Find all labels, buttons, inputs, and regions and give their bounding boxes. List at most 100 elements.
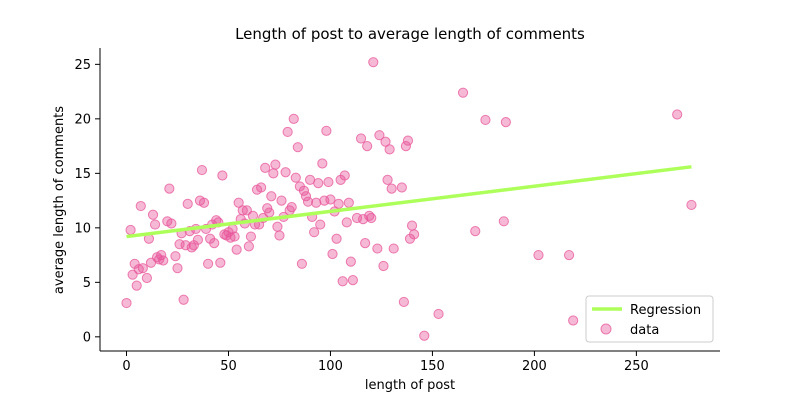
x-tick-label: 250 <box>624 359 649 374</box>
data-point <box>500 117 511 128</box>
data-point <box>351 212 363 224</box>
data-point <box>311 197 322 208</box>
data-point <box>325 194 336 205</box>
data-point <box>286 202 297 213</box>
data-point <box>360 237 371 249</box>
data-point <box>170 251 181 262</box>
data-point <box>125 224 136 236</box>
data-point <box>568 315 579 326</box>
data-point <box>268 168 279 179</box>
data-point <box>327 248 338 260</box>
data-point <box>686 199 697 211</box>
data-point <box>313 178 324 189</box>
data-point <box>209 237 220 249</box>
data-point <box>260 162 271 173</box>
data-point <box>270 159 281 170</box>
data-point <box>298 185 310 196</box>
data-point <box>266 191 277 202</box>
y-tick-label: 25 <box>74 58 91 73</box>
data-point <box>386 183 397 194</box>
y-tick-label: 20 <box>74 112 91 127</box>
data-point <box>290 172 301 183</box>
data-point <box>321 125 332 136</box>
y-tick-label: 15 <box>74 167 91 182</box>
data-point <box>231 244 242 255</box>
y-tick-label: 0 <box>83 330 91 345</box>
data-point <box>347 275 358 286</box>
data-point <box>172 263 183 274</box>
data-point <box>164 183 175 194</box>
data-point <box>323 176 334 188</box>
x-tick-label: 100 <box>318 359 343 374</box>
legend-regression-label: Regression <box>630 303 701 318</box>
legend-data-swatch <box>600 323 612 335</box>
data-point <box>398 296 409 308</box>
data-point <box>406 220 418 231</box>
data-point <box>343 197 354 208</box>
data-point <box>368 57 379 68</box>
data-point <box>362 140 373 152</box>
data-point <box>192 234 203 245</box>
data-point <box>672 109 683 120</box>
data-point <box>264 207 275 218</box>
data-point <box>282 126 293 138</box>
data-point <box>341 217 352 228</box>
data-point <box>178 294 189 305</box>
data-point <box>337 276 348 287</box>
data-point <box>480 114 491 126</box>
x-tick-label: 50 <box>220 359 237 374</box>
data-point <box>202 258 214 269</box>
data-point <box>149 219 161 230</box>
data-point <box>366 212 377 224</box>
data-point <box>292 142 303 153</box>
data-point <box>331 233 342 244</box>
data-point <box>296 258 308 269</box>
data-point <box>378 260 389 272</box>
x-tick-label: 200 <box>522 359 547 374</box>
x-axis-label: length of post <box>365 378 455 393</box>
data-point <box>302 196 314 207</box>
data-point <box>345 256 356 267</box>
data-point <box>388 243 399 254</box>
data-point <box>135 200 146 212</box>
data-point <box>156 249 167 261</box>
data-point <box>121 297 132 309</box>
data-point <box>245 231 257 242</box>
data-point <box>276 195 287 206</box>
data-point <box>198 197 210 208</box>
data-point <box>215 257 226 268</box>
data-point <box>498 216 509 227</box>
data-point <box>237 205 248 216</box>
x-ticks: 0 50 100 150 200 250 <box>122 351 649 374</box>
data-point <box>563 249 575 261</box>
data-point <box>533 249 544 261</box>
data-point <box>274 230 285 241</box>
data-point <box>280 167 291 178</box>
legend: Regression data <box>585 295 714 343</box>
data-points <box>121 57 697 341</box>
data-point <box>309 227 320 238</box>
data-point <box>166 218 177 229</box>
data-point <box>229 231 240 242</box>
data-point <box>147 209 159 220</box>
legend-data-label: data <box>630 323 659 338</box>
regression-line <box>126 165 692 239</box>
data-point <box>433 308 444 320</box>
data-point <box>288 113 299 124</box>
data-point <box>382 174 393 185</box>
data-point <box>217 170 228 181</box>
data-point <box>419 330 430 341</box>
data-point <box>243 241 254 252</box>
data-point <box>131 280 142 291</box>
data-point <box>402 135 414 146</box>
regression-layer <box>126 165 692 239</box>
data-point <box>408 229 420 240</box>
data-point <box>384 144 395 155</box>
data-point <box>374 130 385 141</box>
y-tick-label: 10 <box>74 221 91 236</box>
data-point <box>141 272 153 284</box>
data-point <box>174 239 185 250</box>
data-point <box>315 219 326 230</box>
data-point <box>457 87 469 98</box>
data-point <box>182 198 193 209</box>
